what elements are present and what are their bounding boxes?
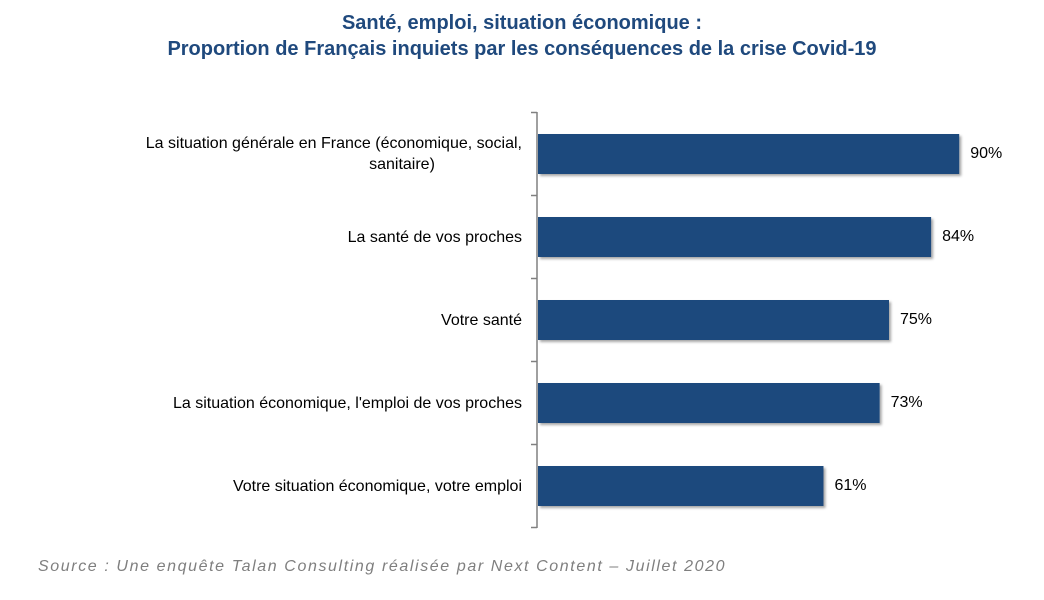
category-label-5: Votre situation économique, votre emploi [62,476,522,497]
category-label-line: Votre situation économique, votre emploi [232,477,522,495]
category-label-1: La situation générale en France (économi… [62,133,522,175]
category-label-3: Votre santé [62,310,522,331]
chart-title-line-2: Proportion de Français inquiets par les … [167,38,877,60]
value-label-5: 61% [834,477,867,494]
chart-title: Santé, emploi, situation économique : Pr… [0,10,1044,62]
bar-5 [538,466,824,506]
category-label-line: sanitaire) [369,156,435,173]
category-label-line: La situation économique, l'emploi de vos… [172,394,522,412]
value-label-1: 90% [970,145,1003,162]
bar-2 [538,217,932,257]
chart-title-line-1: Santé, emploi, situation économique : [341,12,703,34]
value-label-3: 75% [900,311,933,328]
category-label-line: La situation générale en France (économi… [145,135,522,152]
value-label-4: 73% [890,394,923,411]
value-label-2: 84% [942,228,975,245]
bar-4 [538,383,880,423]
category-axis [531,111,538,529]
category-label-2: La santé de vos proches [62,227,522,248]
category-label-4: La situation économique, l'emploi de vos… [62,393,522,414]
bar-3 [538,300,889,340]
source-note: Source : Une enquête Talan Consulting ré… [38,558,727,575]
bars [538,134,960,506]
category-label-line: Votre santé [441,311,522,329]
bar-1 [538,134,960,174]
category-label-line: La santé de vos proches [347,228,522,246]
